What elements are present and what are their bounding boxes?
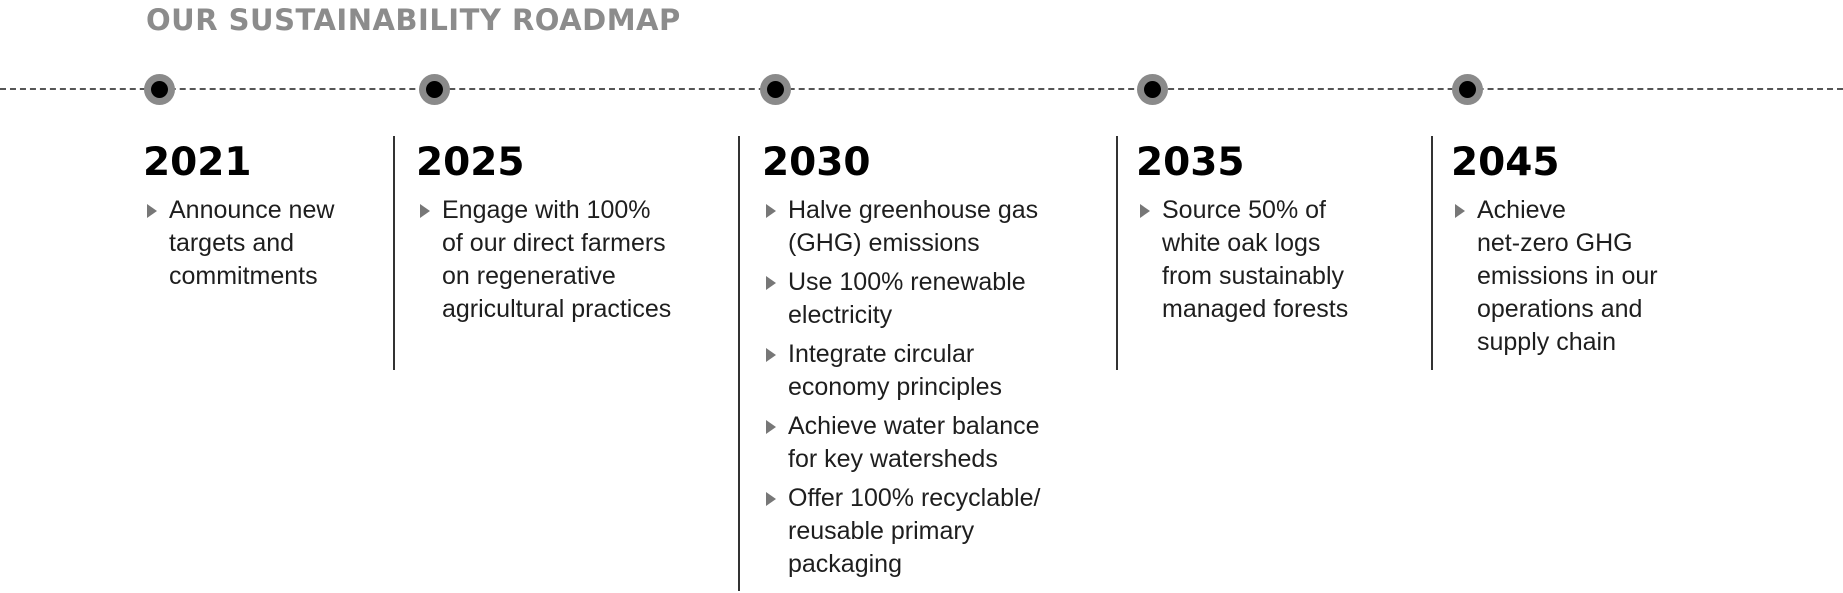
milestone-item: Integrate circular economy principles xyxy=(762,338,1102,404)
milestone-2021: 2021 Announce new targets and commitment… xyxy=(143,136,373,299)
milestone-items: Engage with 100% of our direct farmers o… xyxy=(416,194,726,326)
milestone-item: Source 50% of white oak logs from sustai… xyxy=(1136,194,1416,326)
milestone-items: Achieve net-zero GHG emissions in our op… xyxy=(1451,194,1751,359)
divider xyxy=(738,136,740,591)
milestone-item: Offer 100% recyclable/ reusable primary … xyxy=(762,482,1102,581)
milestone-2025: 2025 Engage with 100% of our direct farm… xyxy=(416,136,726,332)
milestone-items: Halve greenhouse gas (GHG) emissions Use… xyxy=(762,194,1102,581)
milestone-year: 2035 xyxy=(1136,140,1245,185)
timeline-marker-2035 xyxy=(1137,74,1168,105)
milestone-2035: 2035 Source 50% of white oak logs from s… xyxy=(1136,136,1416,332)
milestone-items: Announce new targets and commitments xyxy=(143,194,373,293)
milestone-item: Announce new targets and commitments xyxy=(143,194,373,293)
roadmap-title: OUR SUSTAINABILITY ROADMAP xyxy=(146,3,681,37)
divider xyxy=(393,136,395,370)
divider xyxy=(1431,136,1433,370)
milestone-2045: 2045 Achieve net-zero GHG emissions in o… xyxy=(1451,136,1751,365)
milestone-item: Achieve water balance for key watersheds xyxy=(762,410,1102,476)
timeline-marker-2025 xyxy=(419,74,450,105)
milestone-item: Use 100% renewable electricity xyxy=(762,266,1102,332)
milestone-year: 2025 xyxy=(416,140,525,185)
milestone-item: Achieve net-zero GHG emissions in our op… xyxy=(1451,194,1751,359)
timeline-marker-2030 xyxy=(760,74,791,105)
timeline-marker-2045 xyxy=(1452,74,1483,105)
divider xyxy=(1116,136,1118,370)
milestone-item: Engage with 100% of our direct farmers o… xyxy=(416,194,726,326)
timeline-line xyxy=(0,88,1843,90)
milestone-2030: 2030 Halve greenhouse gas (GHG) emission… xyxy=(762,136,1102,587)
milestone-item: Halve greenhouse gas (GHG) emissions xyxy=(762,194,1102,260)
milestone-year: 2030 xyxy=(762,140,871,185)
milestone-year: 2021 xyxy=(143,140,252,185)
milestone-year: 2045 xyxy=(1451,140,1560,185)
milestone-items: Source 50% of white oak logs from sustai… xyxy=(1136,194,1416,326)
timeline-marker-2021 xyxy=(144,74,175,105)
